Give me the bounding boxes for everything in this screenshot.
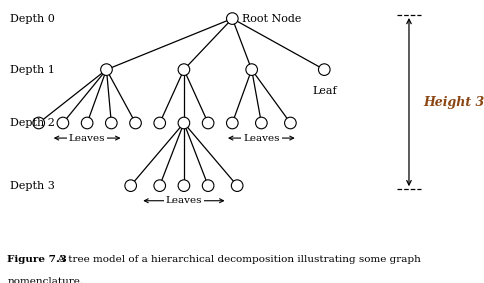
Text: Leaves: Leaves <box>243 134 280 143</box>
Ellipse shape <box>202 117 214 129</box>
Ellipse shape <box>246 64 257 76</box>
Ellipse shape <box>101 64 112 76</box>
Text: Height 3: Height 3 <box>424 96 484 109</box>
Ellipse shape <box>227 13 238 24</box>
Text: Figure 7.3: Figure 7.3 <box>7 255 67 264</box>
Text: nomenclature.: nomenclature. <box>7 277 83 283</box>
Ellipse shape <box>106 117 117 129</box>
Text: Root Node: Root Node <box>242 14 302 23</box>
Ellipse shape <box>81 117 93 129</box>
Ellipse shape <box>154 180 166 192</box>
Ellipse shape <box>57 117 69 129</box>
Text: A tree model of a hierarchical decomposition illustrating some graph: A tree model of a hierarchical decomposi… <box>51 255 421 264</box>
Ellipse shape <box>285 117 296 129</box>
Ellipse shape <box>130 117 141 129</box>
Text: Leaf: Leaf <box>312 86 336 96</box>
Ellipse shape <box>125 180 136 192</box>
Text: Depth 0: Depth 0 <box>10 14 55 23</box>
Text: Depth 1: Depth 1 <box>10 65 55 75</box>
Ellipse shape <box>154 117 166 129</box>
Text: Depth 2: Depth 2 <box>10 118 55 128</box>
Ellipse shape <box>178 117 190 129</box>
Ellipse shape <box>178 180 190 192</box>
Ellipse shape <box>318 64 330 76</box>
Ellipse shape <box>231 180 243 192</box>
Ellipse shape <box>33 117 45 129</box>
Ellipse shape <box>256 117 267 129</box>
Text: Leaves: Leaves <box>166 196 202 205</box>
Text: Leaves: Leaves <box>69 134 106 143</box>
Ellipse shape <box>227 117 238 129</box>
Text: Depth 3: Depth 3 <box>10 181 55 191</box>
Ellipse shape <box>202 180 214 192</box>
Ellipse shape <box>178 64 190 76</box>
